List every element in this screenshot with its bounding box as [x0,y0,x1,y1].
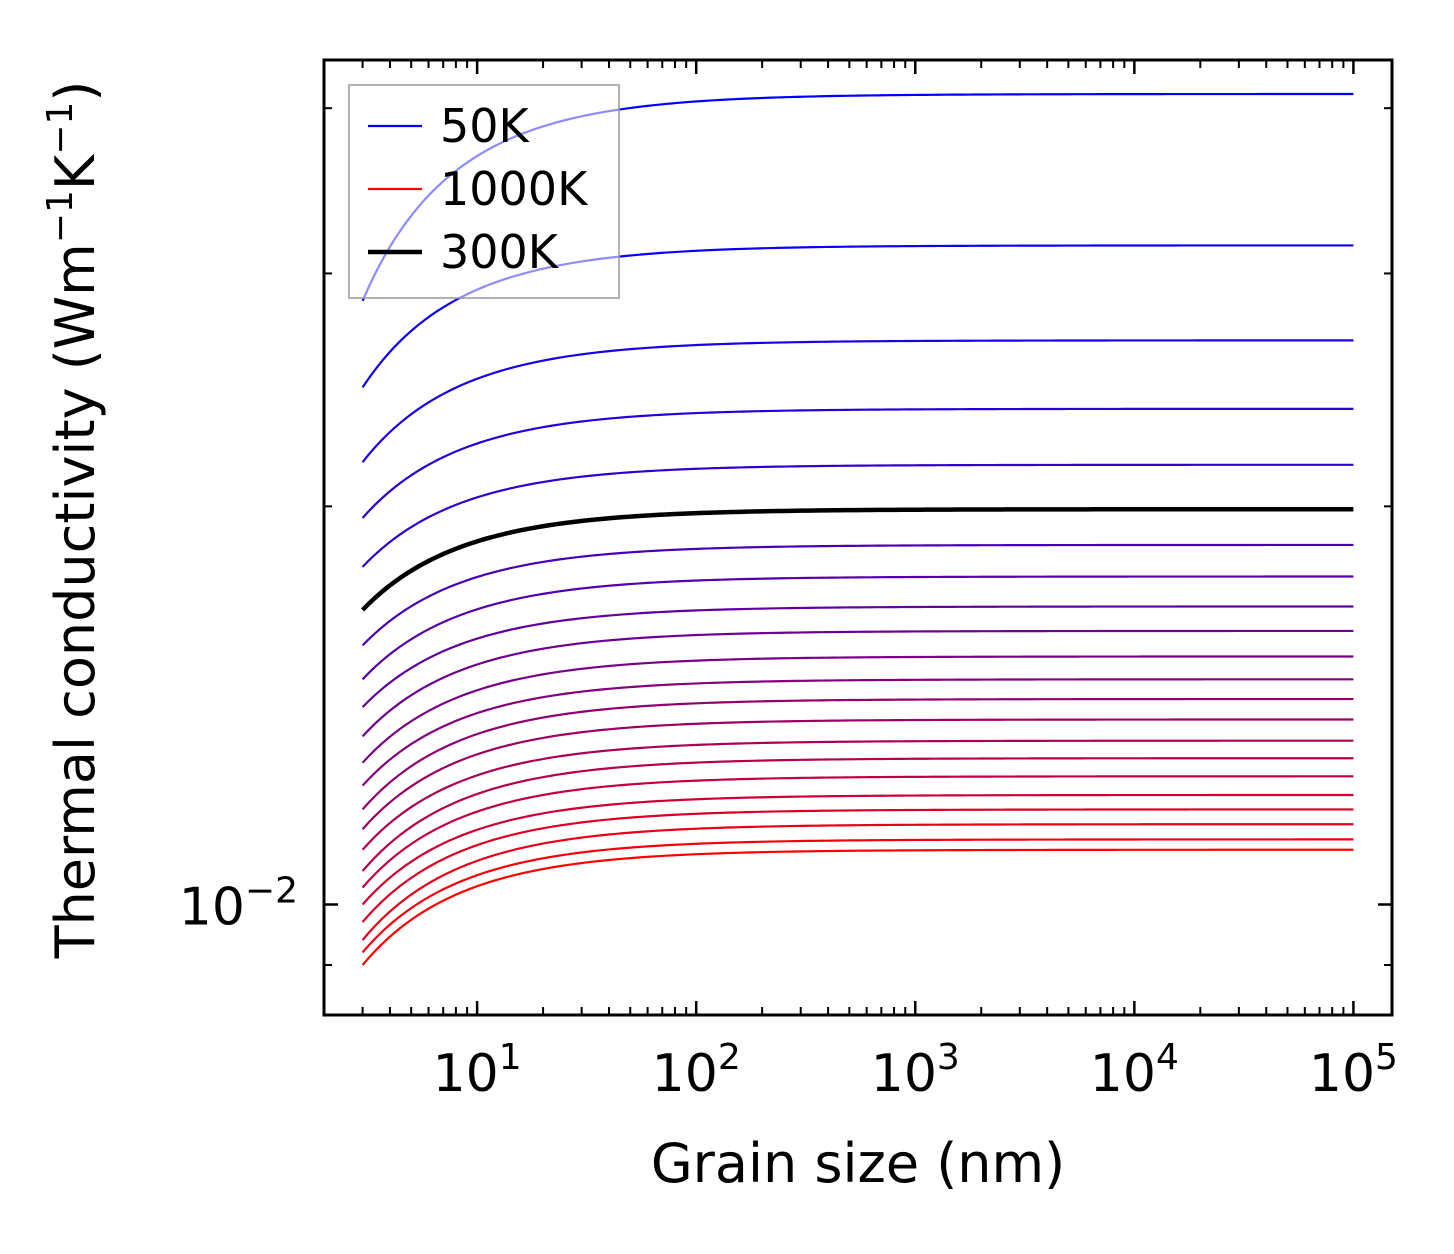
series-line [361,678,1354,787]
series-line [361,407,1354,519]
series-line [361,757,1354,872]
x-tick-label: 101 [433,1037,522,1104]
series-line [361,629,1354,738]
series-line [361,463,1354,568]
y-axis-label-sup2: −1 [40,102,81,155]
x-tick-label: 103 [871,1037,960,1104]
series-line [361,655,1354,764]
y-axis-label-end: ) [44,81,107,102]
x-axis-label: Grain size (nm) [651,1132,1065,1195]
tick-label-layer: 101 102 103 104 105 10−2 [179,870,1398,1104]
legend-label: 300K [440,225,560,279]
legend-label: 1000K [440,162,589,216]
legend: 50K 1000K 300K [348,84,620,299]
y-axis-label-sup1: −1 [40,190,81,243]
series-line [361,543,1354,647]
series-line [361,823,1354,941]
series-line [361,605,1354,708]
series-line [361,339,1354,463]
x-tick-label: 102 [652,1037,741,1104]
y-axis-label: Thermal conductivity (Wm−1K−1) [40,81,107,960]
y-axis-label-mid: K [44,153,107,190]
legend-box [348,84,620,299]
series-line [361,808,1354,923]
y-tick-label: 10−2 [179,870,298,937]
series-layer [360,92,1354,966]
series-line [361,739,1354,851]
y-axis-label-base: Thermal conductivity (Wm [44,243,107,959]
tick-layer [323,60,1392,1015]
legend-label: 50K [440,99,531,153]
series-line-300K [360,506,1354,612]
series-line [361,775,1354,889]
series-line [361,697,1354,811]
series-line [361,718,1354,830]
series-line-1000K [361,848,1354,966]
plot-frame [322,58,1394,1017]
x-tick-label: 105 [1309,1037,1398,1104]
x-tick-label: 104 [1090,1037,1179,1104]
series-line [361,793,1354,906]
series-line [361,575,1354,681]
series-line [361,838,1354,954]
